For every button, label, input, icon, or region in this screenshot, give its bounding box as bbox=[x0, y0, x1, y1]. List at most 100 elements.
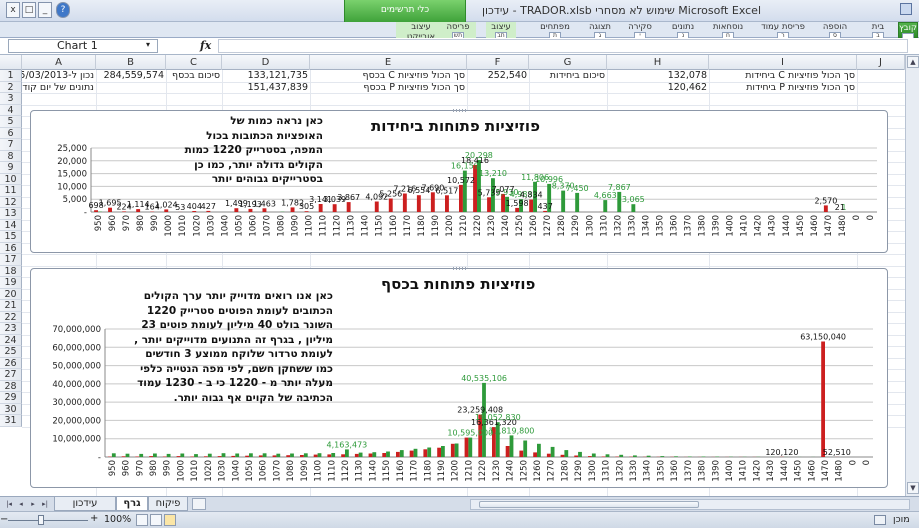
row-header[interactable]: 9 bbox=[0, 162, 22, 174]
column-header[interactable]: F bbox=[467, 55, 529, 70]
cell-D1[interactable]: 133,121,735 bbox=[247, 70, 308, 81]
formula-input[interactable] bbox=[218, 39, 908, 53]
zoom-level[interactable]: 100% bbox=[104, 514, 132, 525]
row-header[interactable]: 11 bbox=[0, 185, 22, 197]
cell-A2[interactable]: נתונים של יום קודם bbox=[22, 81, 94, 93]
row-header[interactable]: 10 bbox=[0, 173, 22, 185]
name-box-dropdown-icon[interactable]: ▾ bbox=[146, 40, 151, 49]
next-sheet-icon[interactable]: ▸ bbox=[31, 500, 35, 508]
row-header[interactable]: 14 bbox=[0, 219, 22, 231]
column-header[interactable]: I bbox=[709, 55, 857, 70]
cell-A1[interactable]: נכון ל-05/03/2013 bbox=[22, 70, 94, 81]
column-header[interactable]: G bbox=[529, 55, 607, 70]
row-header[interactable]: 5 bbox=[0, 116, 22, 128]
horizontal-scroll-thumb[interactable] bbox=[479, 501, 699, 508]
chart-resize-handle[interactable] bbox=[453, 267, 467, 270]
row-header[interactable]: 16 bbox=[0, 242, 22, 254]
ribbon-tab-3[interactable]: פריסת עמוד ר bbox=[760, 22, 806, 40]
cell-E2[interactable]: סך הכול פוזיציות P בכסף bbox=[363, 81, 465, 93]
row-header[interactable]: 20 bbox=[0, 288, 22, 300]
horizontal-scrollbar[interactable] bbox=[470, 499, 910, 510]
column-header[interactable]: J bbox=[857, 55, 905, 70]
row-header[interactable]: 22 bbox=[0, 311, 22, 323]
row-header[interactable]: 12 bbox=[0, 196, 22, 208]
column-header[interactable]: A bbox=[22, 55, 96, 70]
maximize-button[interactable]: □ bbox=[22, 2, 36, 18]
ribbon-tab-11[interactable]: עיצוב אובייקטתט bbox=[396, 22, 446, 50]
save-icon[interactable] bbox=[900, 3, 912, 15]
cell-G1[interactable]: סיכום ביחידות bbox=[549, 70, 605, 81]
column-header[interactable]: C bbox=[166, 55, 222, 70]
zoom-out-icon[interactable]: − bbox=[0, 514, 9, 525]
row-header[interactable]: 7 bbox=[0, 139, 22, 151]
row-header[interactable]: 8 bbox=[0, 150, 22, 162]
insert-sheet-icon[interactable] bbox=[192, 498, 206, 510]
ribbon-tab-1[interactable]: בית ב bbox=[864, 22, 892, 40]
column-header[interactable]: D bbox=[222, 55, 310, 70]
ribbon-tab-7[interactable]: תצוגה ג bbox=[584, 22, 616, 40]
row-header[interactable]: 6 bbox=[0, 127, 22, 139]
ribbon-tab-9[interactable]: עיצוב תב bbox=[486, 22, 516, 40]
name-box[interactable]: Chart 1 bbox=[8, 39, 158, 53]
normal-view-icon[interactable] bbox=[164, 514, 176, 526]
row-header[interactable]: 25 bbox=[0, 346, 22, 358]
page-layout-view-icon[interactable] bbox=[150, 514, 162, 526]
chart-resize-handle[interactable] bbox=[453, 109, 467, 112]
page-break-view-icon[interactable] bbox=[136, 514, 148, 526]
row-header[interactable]: 21 bbox=[0, 300, 22, 312]
row-header[interactable]: 15 bbox=[0, 231, 22, 243]
vertical-scrollbar[interactable]: ▲ ▼ bbox=[905, 55, 919, 496]
row-header[interactable]: 27 bbox=[0, 369, 22, 381]
row-header[interactable]: 28 bbox=[0, 380, 22, 392]
scroll-up-icon[interactable]: ▲ bbox=[907, 56, 919, 68]
row-header[interactable]: 23 bbox=[0, 323, 22, 335]
zoom-slider[interactable] bbox=[8, 520, 88, 521]
ribbon-tab-4[interactable]: נוסחאות ח bbox=[708, 22, 748, 40]
cell-I1[interactable]: סך הכול פוזיציות C ביחידות bbox=[745, 70, 855, 81]
ribbon-tab-2[interactable]: הוספה ס bbox=[820, 22, 850, 40]
first-sheet-icon[interactable]: |◂ bbox=[6, 500, 12, 508]
tab-graph[interactable]: גרף bbox=[116, 497, 148, 511]
row-header[interactable]: 3 bbox=[0, 93, 22, 105]
tab-supervision[interactable]: פיקוח bbox=[148, 497, 188, 511]
scroll-down-icon[interactable]: ▼ bbox=[907, 482, 919, 494]
insert-function-icon[interactable]: fx bbox=[200, 39, 212, 52]
ribbon-tab-0[interactable]: קובץ ק bbox=[898, 22, 918, 41]
minimize-button[interactable]: _ bbox=[38, 2, 52, 18]
tab-update-trador[interactable]: עידכון טרדור bbox=[54, 497, 116, 522]
close-button[interactable]: x bbox=[6, 2, 20, 18]
row-header[interactable]: 30 bbox=[0, 403, 22, 415]
cell-B1[interactable]: 284,559,574 bbox=[103, 70, 164, 81]
ribbon-tab-8[interactable]: מפתחים ת bbox=[536, 22, 574, 40]
row-header[interactable]: 18 bbox=[0, 265, 22, 277]
row-header[interactable]: 31 bbox=[0, 415, 22, 427]
cell-E1[interactable]: סך הכול פוזיציות C בכסף bbox=[362, 70, 466, 81]
cell-I2[interactable]: סך הכול פוזיציות P ביחידות bbox=[746, 81, 855, 93]
row-header[interactable]: 17 bbox=[0, 254, 22, 266]
cell-D2[interactable]: 151,437,839 bbox=[247, 81, 308, 93]
column-header[interactable]: E bbox=[310, 55, 467, 70]
prev-sheet-icon[interactable]: ◂ bbox=[19, 500, 23, 508]
select-all-corner[interactable] bbox=[0, 55, 22, 70]
last-sheet-icon[interactable]: ▸| bbox=[42, 500, 48, 508]
chart-money[interactable]: 70,000,000 60,000,000 50,000,000 40,000,000… bbox=[30, 267, 888, 488]
column-header[interactable]: H bbox=[607, 55, 709, 70]
ribbon-tab-5[interactable]: נתונים נ bbox=[668, 22, 698, 40]
row-header[interactable]: 26 bbox=[0, 357, 22, 369]
ribbon-tab-6[interactable]: סקירה י bbox=[624, 22, 656, 40]
chart-units[interactable]: 25,000 20,000 15,000 10,000 5,000 -950 960 970 9… bbox=[30, 109, 888, 253]
row-header[interactable]: 24 bbox=[0, 334, 22, 346]
column-header[interactable]: B bbox=[96, 55, 166, 70]
row-header[interactable]: 2 bbox=[0, 81, 22, 93]
help-icon[interactable]: ? bbox=[56, 2, 70, 18]
cell-C1[interactable]: סיכום בכסף bbox=[172, 70, 220, 81]
row-header[interactable]: 4 bbox=[0, 104, 22, 116]
row-header[interactable]: 1 bbox=[0, 70, 22, 82]
macro-record-icon[interactable] bbox=[874, 515, 886, 525]
cell-F1[interactable]: 252,540 bbox=[487, 70, 527, 81]
cell-H1[interactable]: 132,078 bbox=[667, 70, 707, 81]
row-header[interactable]: 13 bbox=[0, 208, 22, 220]
cell-H2[interactable]: 120,462 bbox=[667, 81, 707, 93]
row-header[interactable]: 19 bbox=[0, 277, 22, 289]
